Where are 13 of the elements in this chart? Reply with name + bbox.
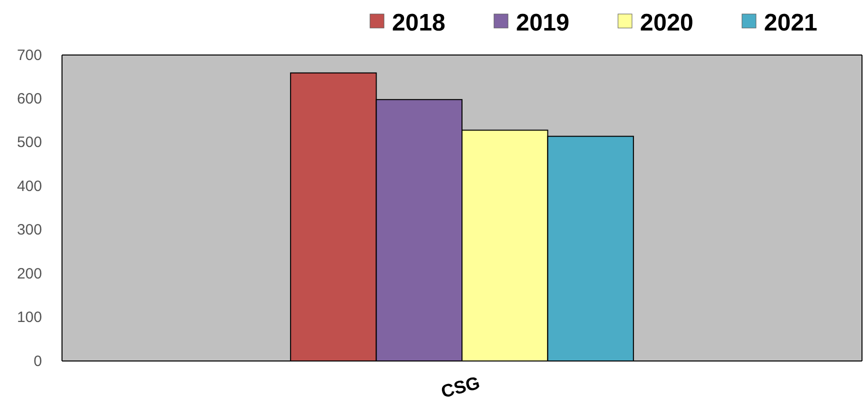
legend-label: 2020: [640, 9, 694, 36]
y-tick-label: 200: [16, 265, 42, 282]
legend-label: 2019: [516, 9, 570, 36]
y-tick-label: 500: [16, 134, 42, 152]
x-tick-label: CSG: [439, 372, 482, 402]
legend-label: 2021: [764, 9, 818, 36]
y-tick-label: 100: [16, 309, 42, 326]
y-tick-label: 0: [34, 352, 42, 370]
legend-label: 2018: [392, 9, 446, 36]
y-tick-label: 600: [16, 90, 42, 108]
y-tick-label: 400: [16, 178, 42, 195]
y-tick-label: 300: [16, 222, 42, 239]
y-tick-label: 700: [16, 46, 42, 64]
